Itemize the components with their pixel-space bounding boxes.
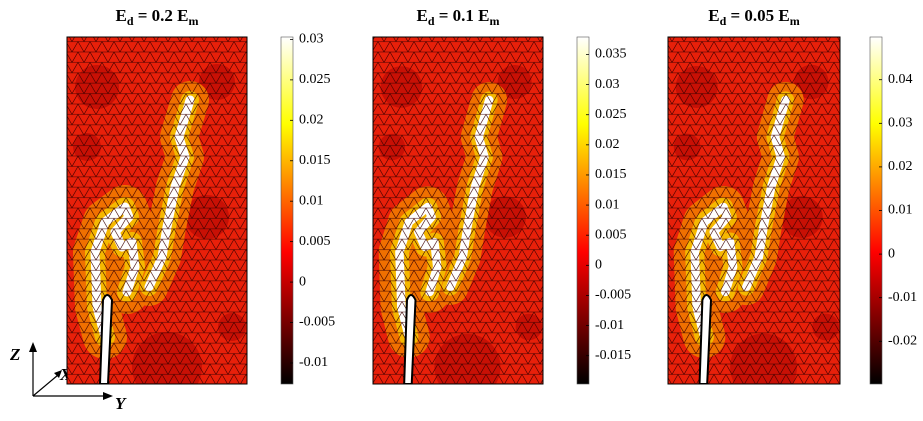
panel-title: Ed = 0.05 Em	[708, 6, 800, 28]
axes-triad: Z X Y	[9, 342, 127, 413]
colorbar	[576, 36, 590, 385]
contour-plot	[668, 37, 840, 416]
colorbar-tick-label: 0.03	[299, 32, 324, 47]
colorbar-tick-label: -0.01	[888, 290, 917, 305]
colorbar-tick-label: 0.005	[595, 227, 627, 242]
colorbar	[280, 36, 294, 385]
title-part: d	[127, 14, 134, 28]
title-part: m	[790, 14, 800, 28]
axis-label: Y	[115, 394, 127, 413]
colorbar-tick-label: -0.01	[595, 318, 624, 333]
frame	[667, 36, 841, 385]
colorbar-tick-label: 0	[888, 246, 895, 261]
axis-label: Z	[9, 345, 20, 364]
colorbar-tick-label: 0.02	[299, 113, 324, 128]
title-part: m	[490, 14, 500, 28]
notch	[98, 294, 114, 384]
colorbar-tick-label: 0.01	[888, 203, 913, 218]
notch	[698, 294, 713, 384]
colorbar-tick-label: 0.02	[595, 137, 620, 152]
title-part: = 0.05 E	[726, 6, 790, 25]
colorbar-tick-label: -0.01	[299, 355, 328, 370]
colorbar-tick-label: 0.04	[888, 72, 913, 87]
colorbar-tick-label: 0.025	[299, 72, 331, 87]
colorbar-tick-label: 0.015	[299, 153, 331, 168]
colorbar-tick-label: 0.015	[595, 167, 627, 182]
panel-title: Ed = 0.1 Em	[416, 6, 499, 28]
colorbar-tick-label: 0.01	[595, 197, 620, 212]
title-part: E	[416, 6, 427, 25]
inclusion	[392, 398, 430, 416]
colorbar-tick-label: 0.01	[299, 193, 324, 208]
title-part: d	[720, 14, 727, 28]
title-part: d	[428, 14, 435, 28]
colorbar-tick-label: 0.035	[595, 47, 627, 62]
frame	[66, 36, 248, 385]
colorbar-tick-label: 0.005	[299, 234, 331, 249]
mesh	[373, 37, 543, 384]
colorbar-tick-label: 0.02	[888, 159, 913, 174]
title-part: = 0.1 E	[435, 6, 490, 25]
notch	[403, 294, 417, 384]
colorbar-tick-label: -0.02	[888, 333, 917, 348]
title-part: E	[115, 6, 126, 25]
title-part: E	[708, 6, 719, 25]
colorbar-tick-label: 0.03	[888, 116, 913, 131]
colorbar-tick-label: -0.005	[299, 315, 335, 330]
contour-plot	[67, 37, 247, 384]
contour-plot	[373, 37, 543, 416]
inclusion	[687, 398, 725, 416]
colorbar-tick-label: 0	[595, 258, 602, 273]
colorbar-tick-label: 0.03	[595, 77, 620, 92]
frame	[372, 36, 544, 385]
mesh	[67, 37, 247, 384]
colorbar-tick-label: -0.015	[595, 348, 631, 363]
title-part: m	[189, 14, 199, 28]
colorbar-tick-label: 0.025	[595, 107, 627, 122]
mesh	[668, 37, 840, 384]
colorbar-tick-label: 0	[299, 274, 306, 289]
title-part: = 0.2 E	[134, 6, 189, 25]
colorbar-tick-label: -0.005	[595, 288, 631, 303]
panel-title: Ed = 0.2 Em	[115, 6, 198, 28]
